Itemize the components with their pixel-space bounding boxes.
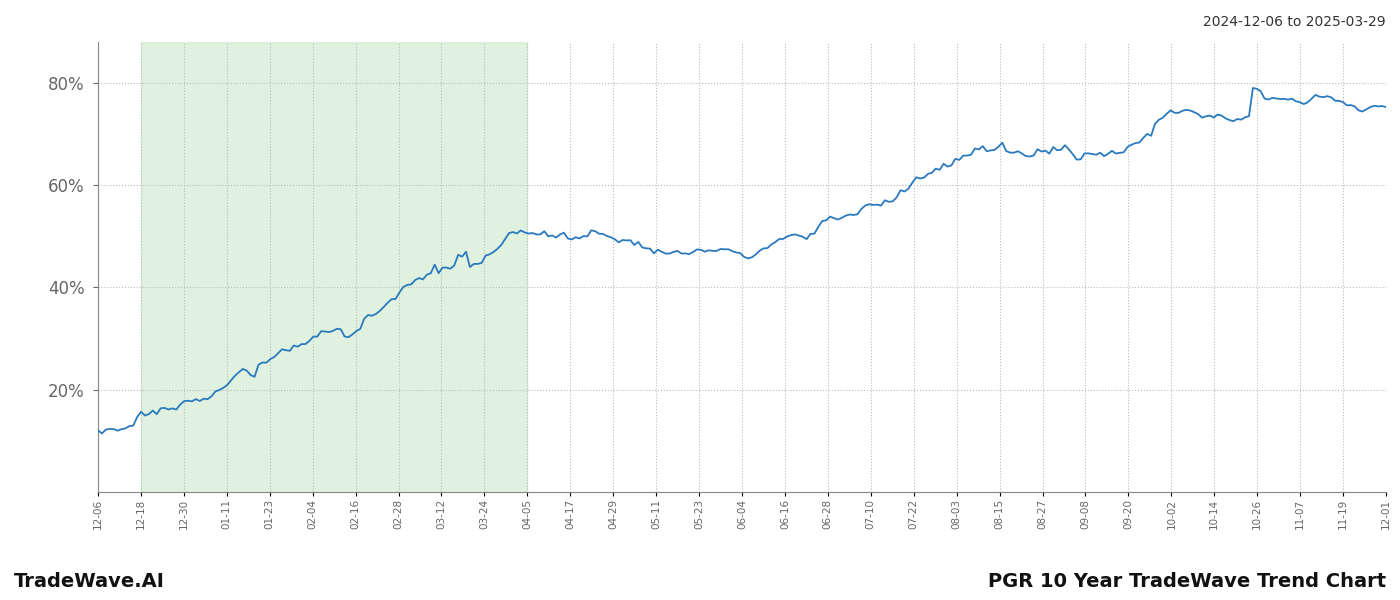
Text: PGR 10 Year TradeWave Trend Chart: PGR 10 Year TradeWave Trend Chart [988, 572, 1386, 591]
Text: 2024-12-06 to 2025-03-29: 2024-12-06 to 2025-03-29 [1204, 15, 1386, 29]
Text: TradeWave.AI: TradeWave.AI [14, 572, 165, 591]
Bar [141, 42, 528, 492]
